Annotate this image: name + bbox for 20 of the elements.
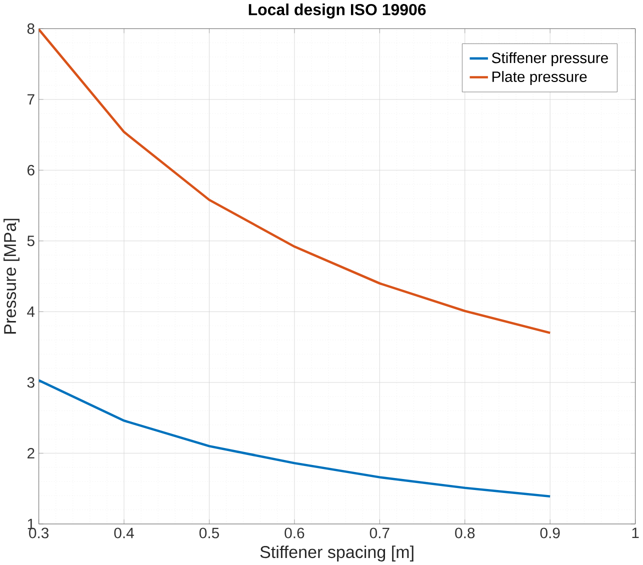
y-axis-title: Pressure [MPa] — [4, 218, 20, 334]
x-tick-label: 1 — [632, 528, 639, 538]
x-tick-label: 0.5 — [199, 528, 219, 538]
x-tick-label: 0.7 — [370, 528, 390, 538]
x-tick-label: 0.8 — [455, 528, 475, 538]
line-series — [38, 379, 552, 498]
x-tick-label: 0.9 — [540, 528, 560, 538]
chart-title: Local design ISO 19906 — [248, 4, 426, 18]
x-tick-label: 0.4 — [114, 528, 134, 538]
x-axis-title: Stiffener spacing [m] — [260, 546, 414, 562]
y-tick-label: 7 — [28, 94, 34, 105]
y-tick-label: 8 — [27, 23, 34, 34]
legend-label: Stiffener pressure — [492, 52, 608, 66]
y-tick-label: 3 — [27, 377, 34, 388]
y-tick-label: 2 — [28, 448, 34, 458]
x-tick-label: 0.6 — [284, 528, 304, 538]
y-tick-label: 5 — [27, 236, 34, 246]
y-tick-label: 4 — [27, 306, 35, 317]
y-tick-label: 6 — [28, 164, 34, 176]
legend-label: Plate pressure — [492, 71, 587, 85]
